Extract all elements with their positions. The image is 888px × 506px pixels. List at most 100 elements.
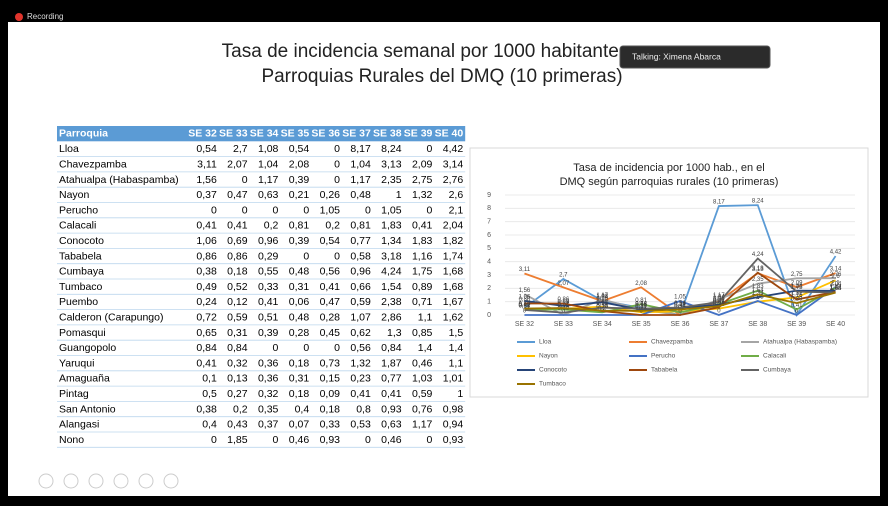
data-label: 0,49 bbox=[519, 302, 531, 308]
cell: 1,17 bbox=[258, 174, 279, 186]
cell: 0,4 bbox=[202, 419, 217, 431]
cell: 1,62 bbox=[443, 312, 464, 324]
y-tick-label: 7 bbox=[487, 219, 491, 226]
cell: 0 bbox=[334, 174, 340, 186]
cell: 0,93 bbox=[320, 434, 341, 446]
data-label: 0,48 bbox=[635, 302, 647, 308]
cell: 1,87 bbox=[381, 357, 402, 369]
cell: Alangasi bbox=[59, 419, 99, 431]
recording-label: Recording bbox=[27, 12, 63, 21]
header-cell: SE 37 bbox=[342, 127, 371, 139]
cell: 2,35 bbox=[381, 174, 402, 186]
cell: 0,73 bbox=[320, 357, 341, 369]
cell: 0,63 bbox=[381, 419, 402, 431]
cell: 0 bbox=[365, 204, 371, 216]
cell: 0,36 bbox=[258, 373, 279, 385]
header-cell: SE 36 bbox=[311, 127, 340, 139]
cell: 0,28 bbox=[289, 327, 310, 339]
cell: 0 bbox=[334, 250, 340, 262]
y-tick-label: 3 bbox=[487, 272, 491, 279]
cell: 0,89 bbox=[412, 281, 433, 293]
cell: 0,4 bbox=[295, 403, 310, 415]
legend-label: Atahualpa (Habaspamba) bbox=[763, 339, 837, 346]
data-label: 1,04 bbox=[596, 295, 608, 301]
cell: 0,77 bbox=[350, 235, 371, 247]
cell: Yaruqui bbox=[59, 357, 94, 369]
cell: 3,18 bbox=[381, 250, 402, 262]
cell: 0,96 bbox=[258, 235, 279, 247]
cell: 0,93 bbox=[381, 403, 402, 415]
cell: Tumbaco bbox=[59, 281, 103, 293]
cell: 0,98 bbox=[443, 403, 464, 415]
x-tick-label: SE 40 bbox=[826, 321, 845, 328]
data-label: 2,76 bbox=[830, 272, 842, 278]
data-label: 3,18 bbox=[752, 266, 764, 272]
cell: 0,24 bbox=[196, 296, 217, 308]
data-label: 2,35 bbox=[752, 277, 764, 283]
cell: 0 bbox=[211, 434, 217, 446]
slide-title: Tasa de incidencia semanal por 1000 habi… bbox=[222, 41, 629, 62]
cell: 1,07 bbox=[350, 312, 371, 324]
cell: 0,84 bbox=[196, 342, 217, 354]
cell: 0,18 bbox=[320, 403, 341, 415]
data-label: 0,86 bbox=[519, 297, 531, 303]
cell: 1,32 bbox=[412, 189, 433, 201]
data-label: 8,24 bbox=[752, 199, 764, 205]
cell: 3,14 bbox=[443, 159, 464, 171]
cell: 0,72 bbox=[196, 312, 217, 324]
cell: 0,53 bbox=[350, 419, 371, 431]
cell: Pintag bbox=[59, 388, 89, 400]
data-label: 0,39 bbox=[635, 303, 647, 309]
cell: 0,47 bbox=[227, 189, 248, 201]
series-line bbox=[524, 291, 836, 312]
cell: Tababela bbox=[59, 250, 102, 262]
cell: 8,17 bbox=[350, 143, 371, 155]
data-label: 0,52 bbox=[557, 302, 569, 308]
cell: 0,93 bbox=[443, 434, 464, 446]
speaker-badge bbox=[619, 45, 771, 69]
data-label: 0 bbox=[523, 309, 527, 315]
data-label: 2,09 bbox=[791, 281, 803, 287]
cell: 0,62 bbox=[350, 327, 371, 339]
cell: 1,06 bbox=[196, 235, 217, 247]
cell: 1,82 bbox=[443, 235, 464, 247]
cell: 0,54 bbox=[289, 143, 310, 155]
header-cell: SE 40 bbox=[435, 127, 464, 139]
cell: 1,03 bbox=[412, 373, 433, 385]
cell: 0,41 bbox=[320, 281, 341, 293]
data-label: 0 bbox=[717, 309, 721, 315]
cell: 1,56 bbox=[196, 174, 217, 186]
cell: 0,26 bbox=[320, 189, 341, 201]
cell: 1,34 bbox=[381, 235, 402, 247]
cell: 0 bbox=[303, 250, 309, 262]
data-label: 1,17 bbox=[596, 293, 608, 299]
data-label: 1,54 bbox=[752, 288, 764, 294]
header-cell: Parroquia bbox=[59, 127, 108, 139]
cell: 2,75 bbox=[412, 174, 433, 186]
header-cell: SE 33 bbox=[219, 127, 248, 139]
cell: 0,58 bbox=[350, 250, 371, 262]
data-label: 1,08 bbox=[596, 294, 608, 300]
cell: 1,83 bbox=[412, 235, 433, 247]
y-tick-label: 8 bbox=[487, 205, 491, 212]
slide-subtitle: Parroquias Rurales del DMQ (10 primeras) bbox=[261, 66, 622, 87]
legend-label: Tumbaco bbox=[539, 381, 566, 388]
cell: 0,41 bbox=[227, 220, 248, 232]
cell: 0,41 bbox=[412, 220, 433, 232]
cell: 0,09 bbox=[320, 388, 341, 400]
cell: 0,49 bbox=[196, 281, 217, 293]
x-tick-label: SE 37 bbox=[709, 321, 728, 328]
cell: 0,18 bbox=[227, 266, 248, 278]
data-label: 3,14 bbox=[830, 267, 842, 273]
data-label: 0,89 bbox=[791, 297, 803, 303]
cell: 0,23 bbox=[350, 373, 371, 385]
data-label: 0,56 bbox=[674, 301, 686, 307]
data-label: 0,96 bbox=[713, 296, 725, 302]
cell: Amaguaña bbox=[59, 373, 110, 385]
cell: Atahualpa (Habaspamba) bbox=[59, 174, 179, 186]
data-label: 2,75 bbox=[791, 272, 803, 278]
data-label: 1,06 bbox=[519, 294, 531, 300]
cell: 0,12 bbox=[227, 296, 248, 308]
cell: 0 bbox=[273, 204, 279, 216]
